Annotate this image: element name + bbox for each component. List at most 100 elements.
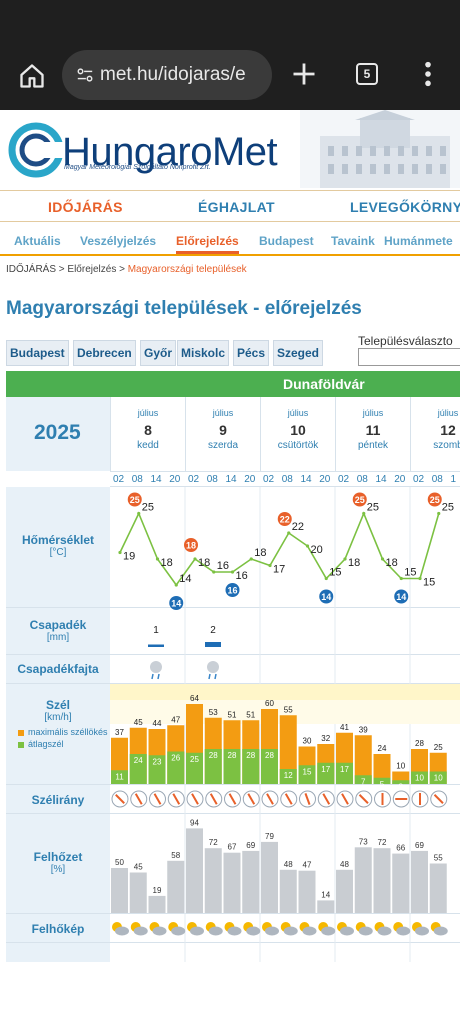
page-title: Magyarországi települések - előrejelzés: [6, 298, 362, 319]
hour-label: 08: [131, 474, 143, 485]
temperature-line: [119, 511, 440, 587]
temperature-point: [305, 544, 310, 548]
site-settings-icon[interactable]: [76, 66, 94, 84]
subnav-elorejelzes[interactable]: Előrejelzés: [176, 234, 239, 254]
wind-avg-value: 23: [153, 757, 162, 766]
wind-avg-value: 17: [340, 765, 349, 774]
temperature-point: [268, 563, 272, 568]
more-menu-icon[interactable]: [420, 60, 436, 88]
cloud-bar: [111, 868, 128, 913]
cloud-unit: [%]: [50, 864, 66, 875]
min-temp-value: 14: [171, 599, 181, 609]
day-number: 11: [365, 422, 381, 438]
wind-gust-value: 51: [228, 710, 237, 719]
wind-direction-arrow: [304, 793, 311, 805]
row-divider: [6, 654, 460, 655]
cloud-icon: [115, 926, 129, 936]
subnav-tavaink[interactable]: Tavaink: [331, 234, 375, 248]
cloud-bar: [261, 841, 278, 913]
temperature-point: [193, 557, 197, 561]
max-temp-value: 25: [130, 495, 140, 505]
temperature-point: [249, 557, 253, 561]
cloud-value: 79: [265, 832, 274, 841]
cloud-bar: [317, 900, 335, 913]
rain-drop: [214, 673, 217, 680]
browser-toolbar: met.hu/idojaras/e 5: [0, 50, 460, 110]
wind-gust-value: 10: [396, 762, 405, 771]
cloud-value: 48: [284, 860, 293, 869]
wind-gust-bar: [354, 735, 372, 784]
min-temp-badge: [225, 583, 240, 597]
wind-direction-arrow: [134, 793, 143, 805]
cloud-bar: [242, 850, 260, 913]
home-icon[interactable]: [18, 62, 46, 90]
row-divider: [6, 913, 460, 914]
day-number: 8: [144, 422, 152, 438]
wind-avg-value: 10: [415, 774, 424, 783]
wind-gust-value: 47: [171, 715, 180, 724]
city-tab-gyor[interactable]: Győr: [140, 340, 177, 366]
max-temp-value: 18: [186, 541, 196, 551]
wind-avg-bar: [429, 771, 447, 784]
cloud-icon: [190, 926, 204, 936]
wind-avg-bar: [111, 770, 128, 784]
day-weekday: kedd: [137, 440, 159, 451]
min-temp-value: 14: [321, 592, 331, 602]
precip-bar: [205, 642, 221, 647]
cloud-icon: [433, 926, 448, 936]
tab-switcher-button[interactable]: 5: [356, 63, 378, 85]
avg-legend-label: átlagszél: [28, 739, 64, 749]
subnav-humanmeteorologia[interactable]: Humánmete: [384, 234, 453, 248]
city-tab-miskolc[interactable]: Miskolc: [177, 340, 230, 366]
day-month: július: [362, 408, 384, 418]
temperature-value: 25: [442, 502, 454, 514]
nav-eghajlat[interactable]: ÉGHAJLAT: [198, 199, 275, 215]
wind-gust-value: 53: [209, 708, 218, 717]
temperature-label: Hőmérséklet [°C]: [6, 487, 110, 607]
location-selector-label: Településválaszto: [358, 334, 453, 348]
nav-idojaras[interactable]: IDŐJÁRÁS: [48, 199, 123, 215]
temperature-value: 18: [386, 557, 398, 569]
row-divider: [6, 683, 460, 684]
breadcrumb: IDŐJÁRÁS > Előrejelzés > Magyarországi t…: [6, 264, 247, 275]
subnav-budapest[interactable]: Budapest: [259, 234, 314, 248]
subnav-veszelyjelzes[interactable]: Veszélyjelzés: [80, 234, 157, 248]
temperature-value: 14: [179, 573, 191, 585]
city-tab-debrecen[interactable]: Debrecen: [73, 340, 136, 366]
cloud-value: 67: [228, 843, 237, 852]
city-tab-szeged[interactable]: Szeged: [273, 340, 324, 366]
cloud-value: 66: [396, 844, 405, 853]
location-name: Dunaföldvár: [283, 376, 365, 392]
temperature-point: [212, 570, 216, 574]
wind-avg-value: 28: [228, 751, 237, 760]
cloud-value: 58: [171, 851, 180, 860]
spacer-label: [6, 943, 110, 962]
breadcrumb-path[interactable]: IDŐJÁRÁS > Előrejelzés >: [6, 264, 128, 275]
cloud-icon: [340, 926, 354, 936]
max-temp-badge: [127, 492, 142, 507]
temperature-point: [437, 511, 441, 516]
cloud-icon: [396, 926, 411, 936]
temperature-value: 15: [329, 567, 341, 579]
wind-gust-value: 55: [284, 705, 293, 714]
nav-levegokornyezet[interactable]: LEVEGŐKÖRNY: [350, 199, 460, 215]
wind-direction-arrow: [247, 793, 256, 805]
temperature-value: 18: [198, 557, 210, 569]
wind-gust-value: 25: [434, 743, 443, 752]
location-selector-input[interactable]: [358, 348, 460, 366]
url-bar[interactable]: met.hu/idojaras/e: [62, 50, 272, 100]
city-tab-pecs[interactable]: Pécs: [233, 340, 270, 366]
wind-gust-value: 30: [303, 737, 312, 746]
wind-avg-bar: [317, 762, 335, 784]
subnav-aktualis[interactable]: Aktuális: [14, 234, 61, 248]
precip-value: 1: [153, 625, 159, 636]
wind-direction-title: Szélirány: [31, 793, 85, 807]
wind-avg-value: 24: [134, 756, 143, 765]
city-tab-budapest[interactable]: Budapest: [6, 340, 69, 366]
cloud-bar: [392, 853, 410, 913]
site-header: HungaroMet Magyar Meteorológiai Szolgált…: [0, 110, 460, 188]
temperature-point: [287, 531, 291, 535]
new-tab-icon[interactable]: [290, 60, 318, 88]
cloud-bar: [354, 847, 372, 913]
cloud-icon: [321, 926, 336, 936]
